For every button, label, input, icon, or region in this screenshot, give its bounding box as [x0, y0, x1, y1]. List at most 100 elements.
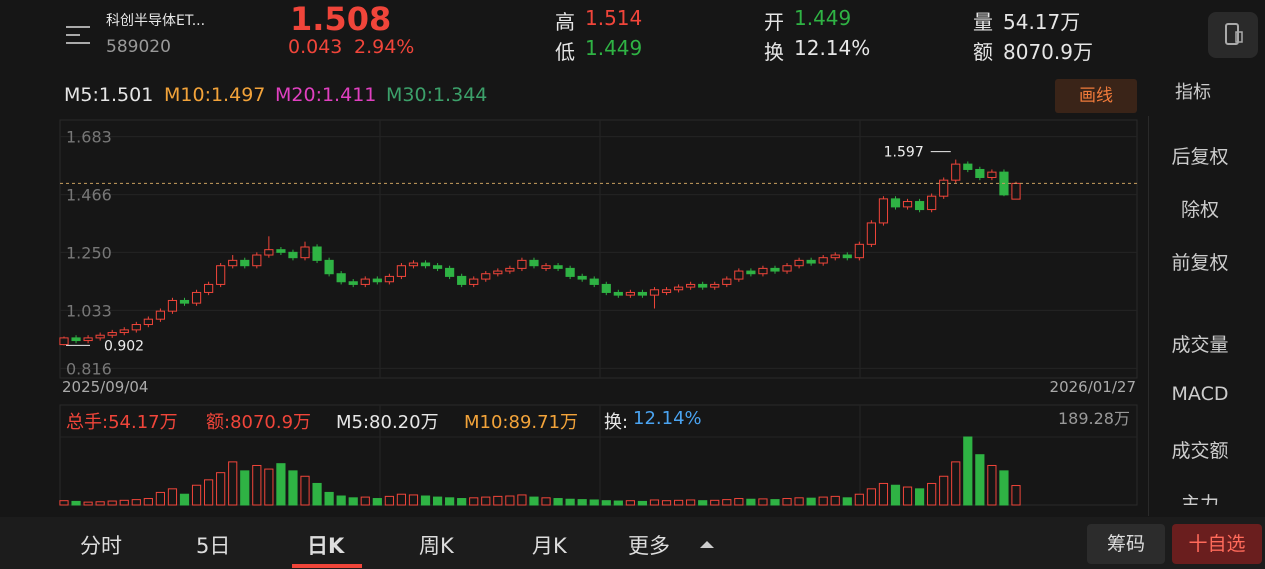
- side-item[interactable]: 除权: [1180, 199, 1219, 221]
- volume-bar: [710, 499, 720, 506]
- candle-body: [758, 267, 768, 275]
- volume-bar: [589, 499, 599, 506]
- candle-body: [95, 334, 105, 339]
- volume-bar: [83, 501, 93, 506]
- candle-body: [710, 283, 720, 288]
- tab[interactable]: 周K: [419, 534, 454, 558]
- volume-bar: [204, 479, 214, 506]
- volume-bar: [686, 499, 696, 506]
- menu-icon[interactable]: [64, 24, 92, 46]
- candle-body: [493, 270, 503, 275]
- open: 1.449: [794, 6, 852, 30]
- side-item[interactable]: MACD: [1171, 383, 1229, 405]
- candle-body: [951, 163, 961, 181]
- volume-bar: [107, 500, 117, 506]
- tab[interactable]: 分时: [80, 534, 122, 558]
- candle-body: [902, 201, 913, 208]
- candle-body: [107, 332, 117, 336]
- tab[interactable]: 5日: [196, 534, 231, 558]
- volume-bar: [216, 472, 226, 506]
- volume-bar: [758, 498, 768, 506]
- turnover: 12.14%: [794, 36, 871, 60]
- volume-bar: [336, 495, 346, 506]
- candle-body: [191, 291, 202, 304]
- price: 1.508: [290, 0, 392, 38]
- candle-body: [420, 262, 431, 267]
- high-marker: 1.597: [884, 145, 924, 161]
- volume-bar: [240, 470, 250, 506]
- volume-bar: [987, 464, 997, 506]
- candle-body: [529, 259, 539, 267]
- candle-body: [59, 337, 69, 346]
- change-pct: 2.94%: [354, 36, 415, 58]
- tab[interactable]: 月K: [532, 534, 567, 558]
- device-button[interactable]: [1208, 12, 1258, 58]
- volume-bar: [878, 482, 889, 506]
- candle-body: [963, 163, 973, 170]
- volume-bar: [348, 497, 358, 506]
- watch-button[interactable]: 十自选: [1172, 524, 1262, 564]
- indicator-button[interactable]: 指标: [1175, 82, 1211, 103]
- volume-bar: [408, 494, 419, 506]
- volume-bar: [565, 498, 575, 506]
- side-item[interactable]: 后复权: [1171, 146, 1229, 168]
- draw-button[interactable]: 画线: [1055, 79, 1137, 113]
- y-tick-label: 1.250: [66, 243, 112, 262]
- candle-body: [336, 273, 346, 283]
- volume-bar: [890, 484, 901, 506]
- vol-m10: M10:89.71万: [464, 412, 579, 433]
- sidebar-panel: [1148, 116, 1253, 516]
- volume-bar: [276, 463, 286, 506]
- candle-body: [589, 278, 599, 285]
- volume-tick-label: 189.28万: [1058, 409, 1130, 428]
- vol-turnover-label: 换:: [604, 412, 629, 433]
- candle-body: [179, 299, 190, 304]
- volume-bar: [746, 498, 756, 506]
- more-arrow[interactable]: [698, 538, 716, 550]
- candle-body: [625, 291, 635, 296]
- ma10: M10:1.497: [164, 84, 266, 106]
- price-frame: [59, 119, 1138, 379]
- candle-body: [1011, 182, 1021, 200]
- label: 低: [555, 40, 575, 64]
- candle-body: [143, 318, 153, 326]
- volume-bar: [457, 498, 467, 506]
- tab[interactable]: 更多: [628, 534, 670, 558]
- volume-bar: [372, 498, 382, 506]
- candle-body: [818, 257, 828, 264]
- side-item[interactable]: 主力: [1180, 493, 1219, 505]
- side-item[interactable]: 前复权: [1171, 252, 1229, 274]
- candle-body: [71, 337, 81, 342]
- candle-body: [155, 310, 166, 320]
- change: 0.043: [288, 36, 343, 58]
- candle-body: [866, 222, 876, 245]
- volume-bar: [445, 497, 455, 506]
- volume-bar: [661, 500, 672, 506]
- volume-bar: [59, 500, 69, 506]
- candle-body: [204, 283, 214, 293]
- tab-active[interactable]: 日K: [307, 534, 345, 558]
- volume-bar: [432, 496, 443, 506]
- y-tick-label: 1.033: [66, 301, 112, 320]
- candle-body: [481, 273, 491, 280]
- ma30: M30:1.344: [386, 84, 488, 106]
- candle-body: [432, 265, 443, 269]
- volume-bar: [577, 499, 587, 506]
- candle-body: [372, 278, 382, 283]
- candle-body: [782, 265, 792, 272]
- y-tick-label: 0.816: [66, 359, 112, 378]
- candle-body: [577, 275, 587, 280]
- tab-bar: [0, 517, 1265, 569]
- candle-body: [264, 249, 274, 256]
- volume-bar: [914, 488, 925, 506]
- high: 1.514: [585, 6, 643, 30]
- candle-body: [637, 291, 648, 296]
- volume-bar: [264, 468, 274, 506]
- candle-body: [890, 198, 901, 208]
- side-item[interactable]: 成交量: [1171, 334, 1229, 356]
- chip-button[interactable]: 筹码: [1087, 524, 1165, 564]
- volume-bar: [794, 497, 804, 506]
- side-item[interactable]: 成交额: [1171, 440, 1229, 462]
- volume-bar: [951, 461, 961, 506]
